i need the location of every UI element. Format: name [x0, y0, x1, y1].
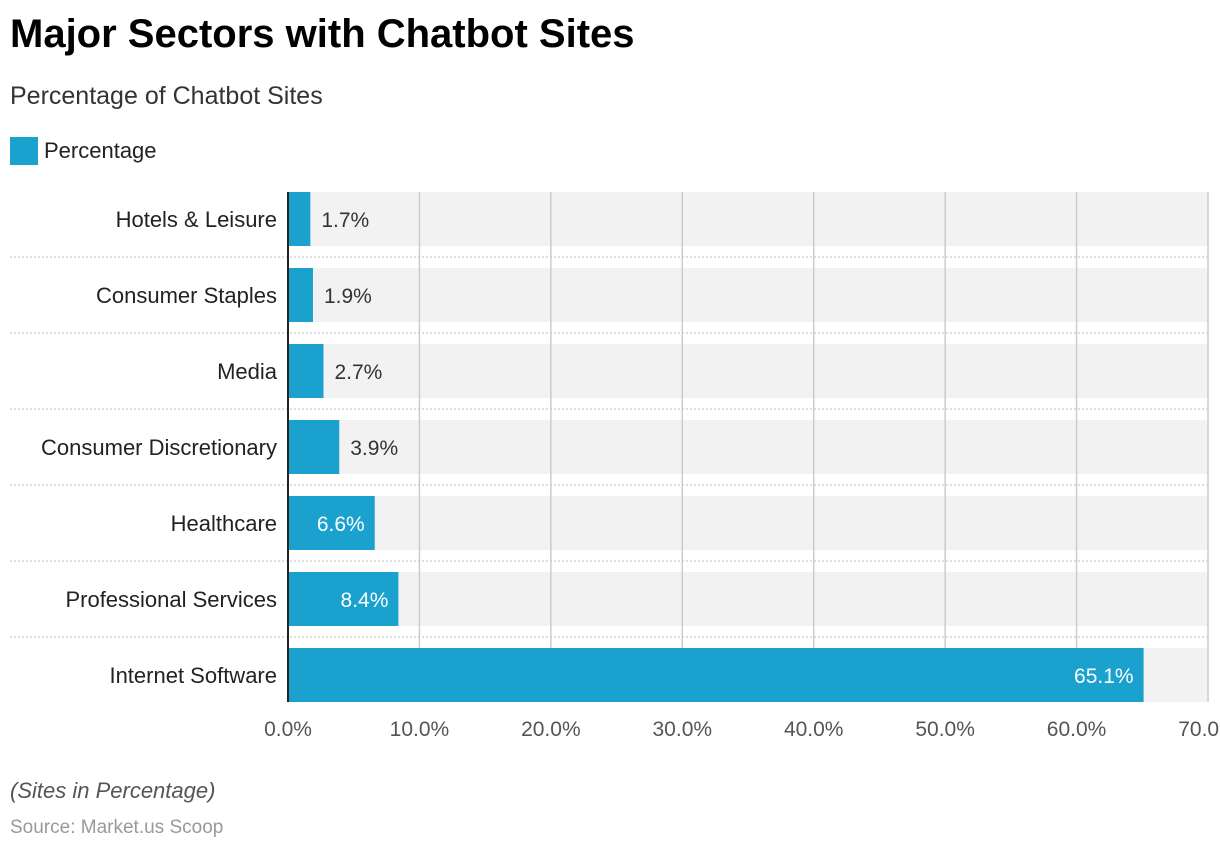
data-label: 65.1%	[1074, 665, 1134, 688]
category-label: Healthcare	[171, 511, 277, 536]
bar	[288, 420, 340, 474]
x-tick-label: 30.0%	[653, 718, 713, 741]
row-band	[288, 192, 1208, 246]
x-tick-label: 10.0%	[390, 718, 450, 741]
data-label: 2.7%	[334, 361, 382, 384]
chart-subtitle: Percentage of Chatbot Sites	[10, 82, 323, 110]
row-band	[288, 344, 1208, 398]
x-tick-label: 50.0%	[915, 718, 975, 741]
data-label: 1.7%	[321, 209, 369, 232]
category-label: Professional Services	[65, 587, 277, 612]
legend-label: Percentage	[44, 138, 157, 163]
bar	[288, 268, 313, 322]
category-label: Hotels & Leisure	[116, 207, 277, 232]
category-label: Consumer Discretionary	[41, 435, 277, 460]
data-label: 6.6%	[317, 513, 365, 536]
row-band	[288, 268, 1208, 322]
row-band	[288, 420, 1208, 474]
row-band	[288, 572, 1208, 626]
x-tick-label: 60.0%	[1047, 718, 1107, 741]
x-tick-label: 0.0%	[264, 718, 312, 741]
category-label: Consumer Staples	[96, 283, 277, 308]
category-label: Media	[217, 359, 278, 384]
bar	[288, 192, 311, 246]
data-label: 1.9%	[324, 285, 372, 308]
row-band	[288, 496, 1208, 550]
bar	[288, 572, 399, 626]
category-label: Internet Software	[109, 663, 277, 688]
source-text: Source: Market.us Scoop	[10, 817, 224, 838]
bar	[288, 496, 375, 550]
x-tick-label: 20.0%	[521, 718, 581, 741]
bar	[288, 344, 324, 398]
data-label: 8.4%	[341, 589, 389, 612]
legend-swatch	[10, 137, 38, 165]
bar	[288, 648, 1144, 702]
chart-title: Major Sectors with Chatbot Sites	[10, 12, 635, 56]
legend: Percentage	[10, 137, 157, 165]
x-tick-label: 70.0%	[1178, 718, 1220, 741]
data-label: 3.9%	[350, 437, 398, 460]
x-tick-label: 40.0%	[784, 718, 844, 741]
chart-note: (Sites in Percentage)	[10, 778, 216, 803]
